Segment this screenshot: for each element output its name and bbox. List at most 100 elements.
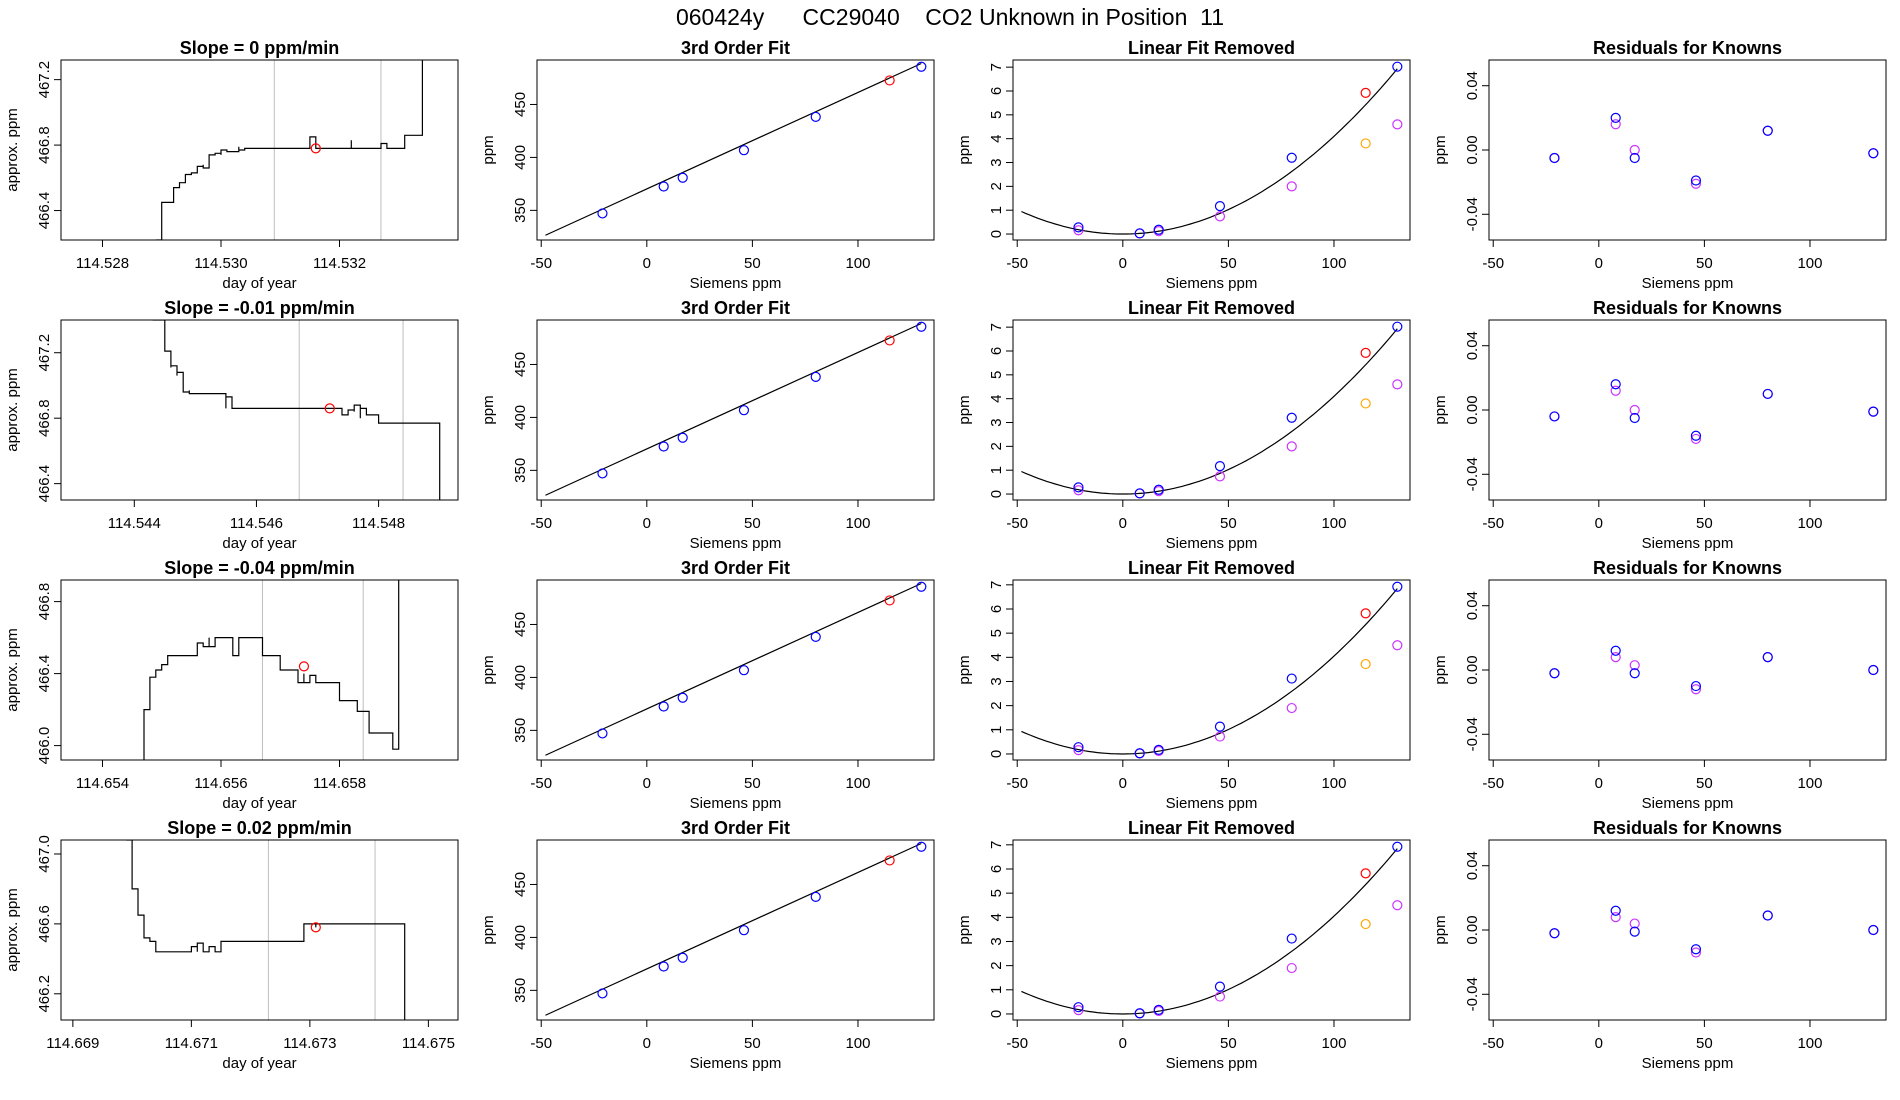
- x-axis-label: day of year: [222, 1055, 296, 1072]
- known-point: [1214, 721, 1226, 732]
- y-tick-label: 1: [988, 466, 1005, 474]
- x-axis-label: day of year: [222, 275, 296, 292]
- removed-known-point: [1629, 660, 1640, 671]
- plot-area: [545, 841, 927, 1016]
- panel-title: Slope = 0 ppm/min: [180, 38, 340, 58]
- panel-frame: [60, 59, 459, 241]
- x-axis-label: Siemens ppm: [1642, 795, 1734, 812]
- known-point: [1286, 673, 1297, 684]
- y-tick-label: 1: [988, 726, 1005, 734]
- x-tick-label: 50: [1696, 515, 1713, 532]
- panel-title: 3rd Order Fit: [681, 298, 790, 318]
- unknown-point: [884, 595, 895, 606]
- x-axis-label: Siemens ppm: [690, 795, 782, 812]
- y-tick-label: 400: [512, 405, 529, 430]
- panel-title: 3rd Order Fit: [681, 38, 790, 58]
- x-tick-label: 100: [1321, 255, 1346, 272]
- x-tick-label: 100: [1797, 775, 1822, 792]
- y-tick-label: 350: [512, 978, 529, 1003]
- x-axis-label: Siemens ppm: [1166, 1055, 1258, 1072]
- x-axis-label: Siemens ppm: [690, 275, 782, 292]
- y-tick-label: 0.00: [1464, 135, 1481, 164]
- panel-3-0: [54, 839, 459, 1027]
- y-tick-label: 2: [988, 442, 1005, 450]
- panel-title: Linear Fit Removed: [1128, 298, 1295, 318]
- panel-title: Residuals for Knowns: [1593, 558, 1782, 578]
- fit-curve: [1021, 328, 1398, 495]
- known-point: [1134, 488, 1145, 499]
- known-point: [1868, 148, 1879, 159]
- panel-frame: [1488, 319, 1887, 501]
- x-axis-label: Siemens ppm: [1642, 535, 1734, 552]
- known-point: [677, 432, 688, 443]
- panel-frame: [60, 579, 459, 761]
- known-point: [1549, 152, 1560, 164]
- plot-area: [1021, 581, 1403, 759]
- known-point: [1286, 152, 1297, 163]
- known-point: [1286, 412, 1297, 423]
- panel-2-3: [1482, 579, 1887, 767]
- y-tick-label: 6: [988, 87, 1005, 95]
- known-point: [1073, 1002, 1084, 1013]
- unknown-point: [1360, 347, 1371, 359]
- panel-frame: [536, 579, 935, 761]
- x-tick-label: 100: [1321, 1035, 1346, 1052]
- fit-line: [545, 842, 922, 1016]
- known-point: [916, 61, 927, 72]
- y-tick-label: 467.2: [36, 334, 53, 372]
- known-point: [916, 581, 927, 592]
- y-axis-label: ppm: [956, 655, 973, 684]
- y-tick-label: 0: [988, 750, 1005, 758]
- y-tick-label: 6: [988, 605, 1005, 613]
- removed-known-point: [1690, 178, 1702, 189]
- known-point: [916, 321, 927, 332]
- known-point: [1762, 388, 1773, 400]
- panel-frame: [1012, 59, 1411, 241]
- known-point: [810, 631, 821, 642]
- removed-known-point: [1690, 433, 1702, 445]
- y-tick-label: 466.4: [36, 465, 53, 503]
- known-point: [738, 405, 750, 416]
- plot-area: [143, 580, 400, 760]
- x-tick-label: 100: [1797, 255, 1822, 272]
- known-point: [658, 701, 669, 712]
- removed-unknown-point: [1360, 658, 1371, 670]
- y-tick-label: -0.04: [1464, 977, 1481, 1011]
- known-point: [1762, 125, 1773, 136]
- y-tick-label: 3: [988, 158, 1005, 166]
- plot-area: [1021, 61, 1403, 239]
- known-point: [1610, 905, 1621, 916]
- x-tick-label: 114.654: [76, 775, 129, 792]
- panel-frame: [1488, 579, 1887, 761]
- y-axis-label: ppm: [480, 655, 497, 684]
- y-axis-label: ppm: [956, 395, 973, 424]
- removed-unknown-point: [1360, 918, 1371, 930]
- y-tick-label: 450: [512, 92, 529, 117]
- known-point: [1073, 222, 1084, 233]
- plot-area: [1549, 645, 1879, 695]
- x-tick-label: 114.532: [313, 255, 366, 272]
- y-tick-label: 7: [988, 63, 1005, 71]
- panel-frame: [536, 59, 935, 241]
- y-axis-label: approx. ppm: [4, 368, 21, 451]
- known-point: [1690, 175, 1702, 186]
- removed-known-point: [1392, 640, 1403, 651]
- y-tick-label: 450: [512, 352, 529, 377]
- panel-frame: [1488, 59, 1887, 241]
- x-axis-label: Siemens ppm: [1642, 1055, 1734, 1072]
- y-tick-label: 466.0: [36, 727, 53, 765]
- known-point: [810, 111, 821, 122]
- known-point: [1153, 484, 1164, 495]
- y-axis-label: ppm: [956, 915, 973, 944]
- unknown-point: [884, 75, 895, 86]
- y-tick-label: 5: [988, 371, 1005, 379]
- y-tick-label: -0.04: [1464, 197, 1481, 231]
- panel-0-1: [530, 59, 935, 247]
- y-axis-label: approx. ppm: [4, 108, 21, 191]
- fit-line: [545, 582, 922, 756]
- x-tick-label: 100: [1797, 1035, 1822, 1052]
- known-point: [1392, 321, 1403, 332]
- y-tick-label: 4: [988, 395, 1005, 403]
- x-tick-label: 114.658: [313, 775, 366, 792]
- removed-known-point: [1629, 144, 1640, 156]
